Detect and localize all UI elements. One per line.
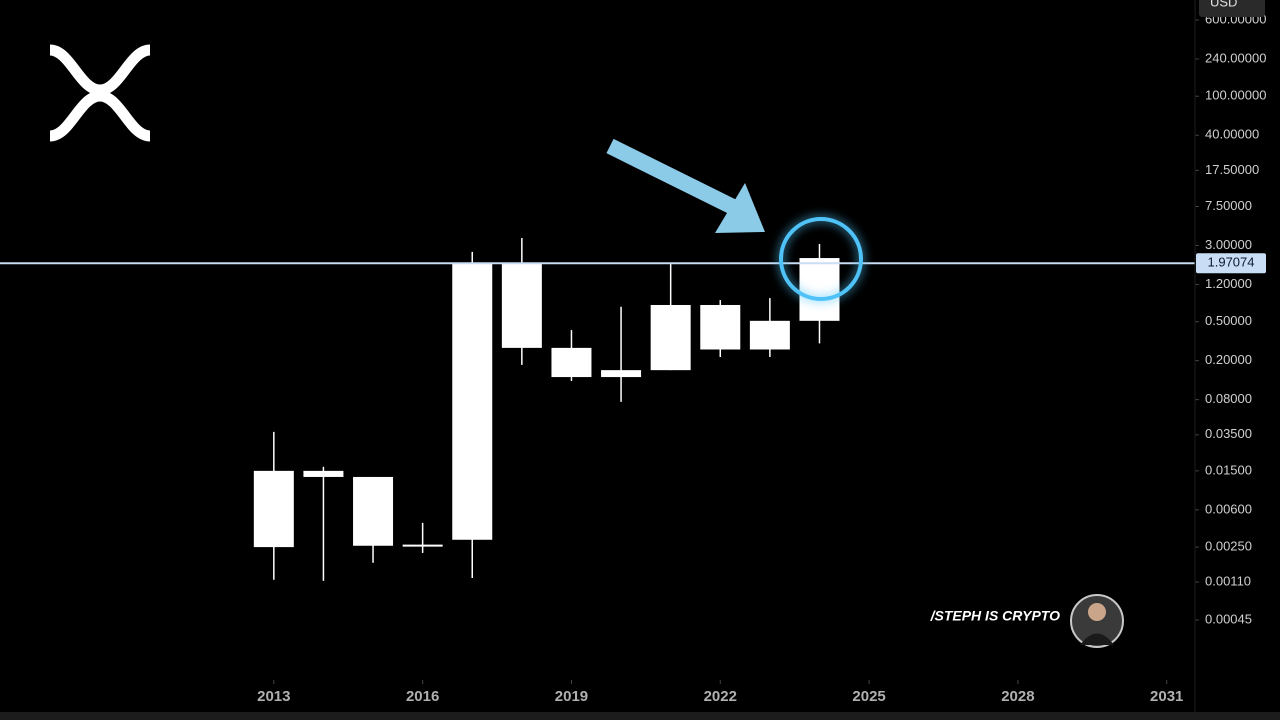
candle-body xyxy=(353,476,394,546)
y-tick-label: 0.00110 xyxy=(1205,573,1251,588)
candle-body xyxy=(700,304,741,350)
y-tick-label: 40.00000 xyxy=(1205,127,1259,142)
candle-body xyxy=(303,470,344,477)
y-tick-label: 17.50000 xyxy=(1205,162,1259,177)
y-tick-label: 0.50000 xyxy=(1205,313,1252,328)
candle-body xyxy=(799,258,840,321)
arrow-head xyxy=(715,183,765,233)
logo xyxy=(48,44,152,142)
candle-body xyxy=(253,470,294,548)
candle-body xyxy=(402,544,443,547)
y-tick-label: 0.20000 xyxy=(1205,352,1252,367)
y-tick-label: 0.00045 xyxy=(1205,611,1252,626)
x-tick-label: 2016 xyxy=(406,688,439,705)
avatar-body xyxy=(1080,633,1114,645)
watermark: /STEPH IS CRYPTO xyxy=(930,608,1061,624)
candle-body xyxy=(650,304,691,371)
x-tick-label: 2028 xyxy=(1001,688,1034,705)
arrow xyxy=(606,138,765,233)
y-tick-label: 0.08000 xyxy=(1205,391,1252,406)
y-tick-label: 0.01500 xyxy=(1205,462,1252,477)
logo-top xyxy=(48,44,152,96)
avatar-face xyxy=(1088,603,1106,621)
arrow-shaft xyxy=(606,138,739,216)
price-label-box xyxy=(1196,253,1266,274)
plot-area: 600.00000240.00000100.0000040.0000017.50… xyxy=(0,0,1266,712)
candle-body xyxy=(452,262,493,540)
y-tick-label: 100.00000 xyxy=(1205,88,1266,103)
highlight-circle xyxy=(779,217,863,301)
candle-body xyxy=(551,347,592,378)
y-tick-label: 1.20000 xyxy=(1205,276,1252,291)
x-tick-label: 2022 xyxy=(704,688,737,705)
y-tick-label: 3.00000 xyxy=(1205,237,1252,252)
currency-label: USD xyxy=(1210,0,1237,9)
price-label: 1.97074 xyxy=(1208,255,1255,270)
y-tick-label: 0.03500 xyxy=(1205,426,1252,441)
x-tick-label: 2019 xyxy=(555,688,588,705)
currency-box xyxy=(1199,0,1265,17)
candle-body xyxy=(501,262,542,348)
logo-bottom xyxy=(48,90,152,142)
y-tick-label: 240.00000 xyxy=(1205,50,1266,65)
y-tick-label: 7.50000 xyxy=(1205,198,1252,213)
candle-body xyxy=(601,370,642,378)
x-tick-label: 2031 xyxy=(1150,688,1183,705)
bottom-strip xyxy=(0,712,1280,720)
y-tick-label: 0.00250 xyxy=(1205,539,1252,554)
candle-body xyxy=(749,320,790,350)
y-tick-label: 0.00600 xyxy=(1205,501,1252,516)
x-tick-label: 2025 xyxy=(852,688,885,705)
x-tick-label: 2013 xyxy=(257,688,290,705)
